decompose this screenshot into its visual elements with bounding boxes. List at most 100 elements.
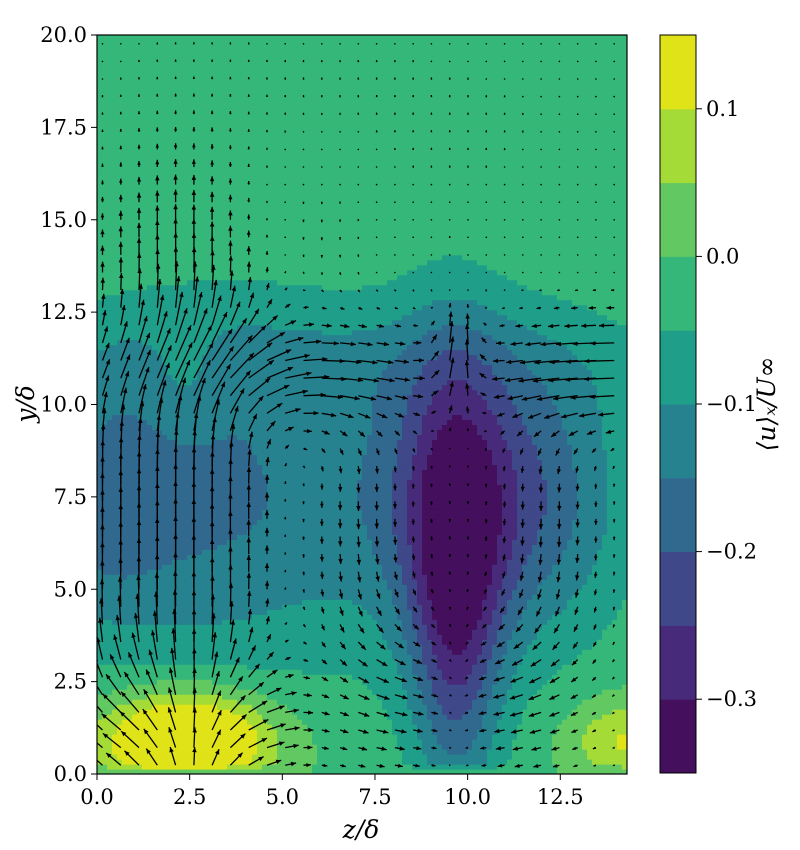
- contour-cell: [112, 734, 118, 740]
- contour-cell: [562, 609, 568, 615]
- contour-cell: [392, 729, 398, 735]
- contour-cell: [147, 579, 153, 585]
- contour-cell: [282, 749, 288, 755]
- contour-cell: [157, 539, 163, 545]
- contour-cell: [242, 689, 248, 695]
- contour-cell: [267, 614, 273, 620]
- contour-cell: [407, 599, 413, 605]
- contour-cell: [182, 544, 188, 550]
- contour-cell: [372, 664, 378, 670]
- contour-cell: [512, 669, 518, 675]
- contour-cell: [607, 739, 613, 745]
- contour-cell: [262, 644, 268, 650]
- contour-cell: [277, 764, 283, 770]
- contour-cell: [322, 689, 328, 695]
- contour-cell: [467, 679, 473, 685]
- contour-cell: [477, 749, 483, 755]
- contour-cell: [237, 684, 243, 690]
- contour-cell: [322, 679, 328, 685]
- contour-cell: [457, 769, 463, 774]
- contour-cell: [222, 654, 228, 660]
- contour-cell: [102, 584, 108, 590]
- contour-cell: [447, 689, 453, 695]
- contour-cell: [502, 679, 508, 685]
- contour-cell: [217, 574, 223, 580]
- contour-cell: [432, 654, 438, 660]
- contour-cell: [142, 714, 148, 720]
- contour-cell: [222, 604, 228, 610]
- contour-cell: [367, 734, 373, 740]
- contour-cell: [487, 694, 493, 700]
- contour-cell: [502, 639, 508, 645]
- contour-cell: [412, 759, 418, 765]
- contour-cell: [542, 609, 548, 615]
- contour-cell: [432, 629, 438, 635]
- contour-cell: [522, 574, 528, 580]
- contour-cell: [477, 674, 483, 680]
- contour-cell: [377, 589, 383, 595]
- contour-cell: [467, 574, 473, 580]
- contour-cell: [117, 564, 123, 570]
- contour-cell: [342, 769, 348, 774]
- contour-cell: [542, 734, 548, 740]
- contour-cell: [252, 684, 258, 690]
- contour-cell: [532, 734, 538, 740]
- contour-cell: [257, 764, 263, 770]
- contour-cell: [187, 659, 193, 665]
- contour-cell: [212, 589, 218, 595]
- contour-cell: [587, 669, 593, 675]
- contour-cell: [442, 719, 448, 725]
- contour-cell: [277, 669, 283, 675]
- contour-cell: [457, 544, 463, 550]
- contour-cell: [347, 624, 353, 630]
- contour-cell: [107, 534, 113, 540]
- contour-cell: [437, 569, 443, 575]
- contour-cell: [127, 764, 133, 770]
- contour-cell: [197, 569, 203, 575]
- contour-cell: [572, 634, 578, 640]
- contour-cell: [547, 724, 553, 730]
- contour-cell: [232, 674, 238, 680]
- contour-cell: [292, 614, 298, 620]
- contour-cell: [352, 714, 358, 720]
- contour-cell: [277, 729, 283, 735]
- contour-cell: [212, 604, 218, 610]
- contour-cell: [172, 699, 178, 705]
- contour-cell: [252, 629, 258, 635]
- contour-cell: [522, 719, 528, 725]
- contour-cell: [462, 704, 468, 710]
- contour-cell: [237, 764, 243, 770]
- contour-cell: [527, 749, 533, 755]
- contour-cell: [602, 704, 608, 710]
- contour-cell: [252, 669, 258, 675]
- contour-cell: [282, 669, 288, 675]
- contour-cell: [357, 639, 363, 645]
- contour-cell: [317, 579, 323, 585]
- contour-cell: [232, 734, 238, 740]
- contour-cell: [257, 689, 263, 695]
- contour-cell: [527, 584, 533, 590]
- contour-cell: [567, 689, 573, 695]
- contour-cell: [327, 549, 333, 555]
- contour-cell: [222, 639, 228, 645]
- contour-cell: [122, 764, 128, 770]
- contour-cell: [162, 649, 168, 655]
- contour-cell: [342, 724, 348, 730]
- contour-cell: [382, 649, 388, 655]
- contour-cell: [132, 739, 138, 745]
- contour-cell: [377, 559, 383, 565]
- contour-cell: [127, 609, 133, 615]
- contour-cell: [517, 679, 523, 685]
- contour-cell: [142, 754, 148, 760]
- contour-cell: [117, 699, 123, 705]
- contour-cell: [392, 769, 398, 774]
- contour-cell: [452, 539, 458, 545]
- contour-cell: [287, 759, 293, 765]
- contour-cell: [527, 599, 533, 605]
- contour-cell: [152, 584, 158, 590]
- contour-cell: [297, 554, 303, 560]
- contour-cell: [287, 624, 293, 630]
- contour-cell: [412, 674, 418, 680]
- contour-cell: [587, 549, 593, 555]
- contour-cell: [132, 549, 138, 555]
